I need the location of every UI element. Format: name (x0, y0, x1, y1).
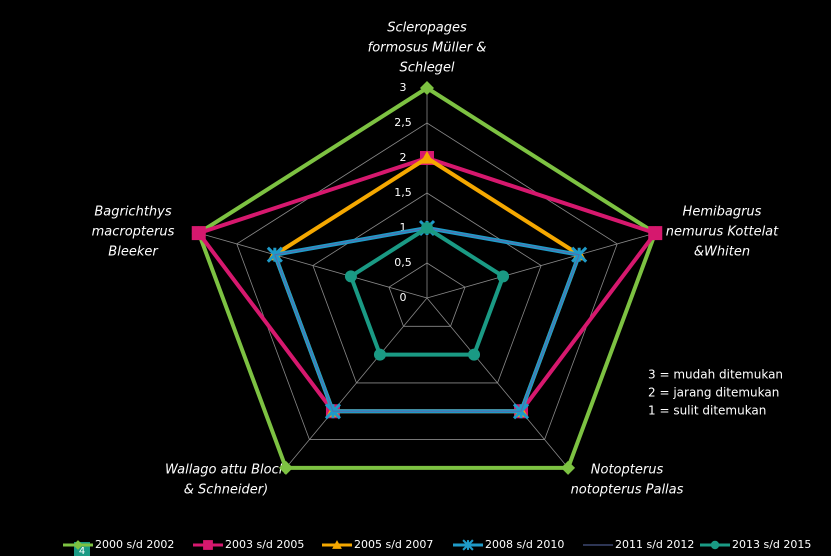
spoke (285, 297, 428, 469)
category-label: & Schneider) (184, 483, 268, 498)
legend-label: 2005 s/d 2007 (354, 538, 433, 551)
marker (373, 348, 386, 361)
r-tick-label: 3 (400, 81, 407, 94)
legend-label: 2008 s/d 2010 (485, 538, 564, 551)
marker (420, 81, 434, 95)
annotation: 3 = mudah ditemukan (648, 368, 783, 382)
marker (561, 460, 576, 475)
series-line (196, 86, 658, 470)
category-label: Wallago attu Bloch (165, 463, 287, 478)
category-label: Bagrichthys (94, 205, 172, 220)
spoke (198, 232, 428, 299)
r-tick-label: 1,5 (394, 186, 412, 199)
category-label: Hemibagrus (683, 205, 762, 220)
r-tick-label: 0,5 (394, 256, 412, 269)
spoke (426, 232, 656, 299)
category-label: Schlegel (399, 61, 454, 76)
category-label: nemurus Kottelat (666, 225, 779, 240)
marker (468, 348, 481, 361)
legend-marker (332, 540, 342, 549)
category-label: &Whiten (694, 245, 750, 260)
category-label: Scleropages (387, 21, 467, 36)
legend-label: 2013 s/d 2015 (732, 538, 811, 551)
marker (420, 151, 434, 164)
annotation: 2 = jarang ditemukan (648, 386, 779, 400)
marker (497, 270, 510, 283)
series-line (348, 226, 506, 357)
category-label: macropterus (92, 225, 175, 240)
marker (344, 270, 357, 283)
legend-marker (73, 540, 83, 550)
grid-ring (388, 262, 466, 327)
r-tick-label: 0 (400, 291, 407, 304)
category-label: Notopterus (591, 463, 664, 478)
spoke (426, 297, 569, 469)
r-tick-label: 2 (400, 151, 407, 164)
grid-ring (312, 192, 542, 384)
grid-ring (236, 122, 618, 440)
category-label: Bleeker (108, 245, 159, 260)
legend-marker (203, 540, 213, 550)
category-label: notopterus Pallas (571, 483, 684, 498)
category-label: formosus Müller & (368, 41, 487, 56)
r-tick-label: 1 (400, 221, 407, 234)
marker (421, 222, 433, 234)
annotation: 1 = sulit ditemukan (648, 404, 766, 418)
marker (191, 226, 206, 241)
legend-marker (462, 539, 474, 551)
page-number: 4 (79, 546, 85, 556)
legend-label: 2011 s/d 2012 (615, 538, 694, 551)
marker (648, 226, 663, 241)
legend-label: 2003 s/d 2005 (225, 538, 304, 551)
series-line (274, 227, 580, 412)
marker (278, 460, 293, 475)
legend-marker (710, 540, 720, 550)
r-tick-label: 2,5 (394, 116, 412, 129)
legend-label: 2000 s/d 2002 (95, 538, 174, 551)
